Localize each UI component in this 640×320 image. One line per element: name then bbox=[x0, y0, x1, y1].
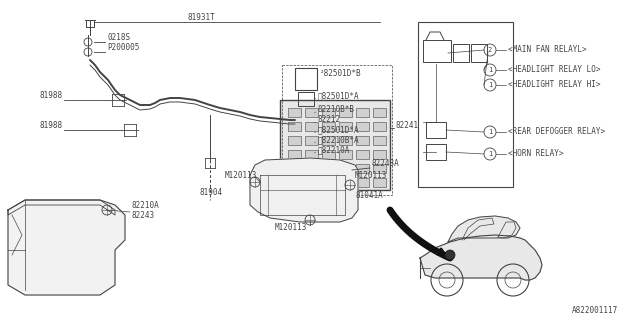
Bar bbox=[373, 150, 386, 159]
Bar bbox=[295, 68, 317, 90]
Bar bbox=[373, 122, 386, 131]
Text: 82243A: 82243A bbox=[372, 159, 400, 168]
Bar bbox=[288, 136, 301, 145]
Text: 2: 2 bbox=[488, 47, 492, 53]
Text: <HEADLIGHT RELAY HI>: <HEADLIGHT RELAY HI> bbox=[508, 80, 600, 89]
Text: ①82501D*A: ①82501D*A bbox=[318, 91, 360, 100]
Bar bbox=[373, 164, 386, 173]
Text: P200005: P200005 bbox=[107, 43, 140, 52]
Bar bbox=[423, 40, 451, 62]
Bar bbox=[373, 136, 386, 145]
Bar bbox=[356, 136, 369, 145]
Text: 1: 1 bbox=[488, 82, 492, 88]
Bar bbox=[305, 136, 318, 145]
Bar bbox=[288, 178, 301, 187]
Text: M120113: M120113 bbox=[275, 223, 307, 232]
Bar bbox=[339, 178, 352, 187]
Text: 1: 1 bbox=[488, 129, 492, 135]
Text: 82241: 82241 bbox=[395, 121, 418, 130]
Bar bbox=[356, 178, 369, 187]
Text: 82210A: 82210A bbox=[132, 201, 160, 210]
Bar bbox=[373, 178, 386, 187]
Text: 81041A: 81041A bbox=[355, 191, 383, 200]
Bar bbox=[282, 65, 392, 195]
Polygon shape bbox=[250, 158, 358, 222]
Text: <MAIN FAN RELAYL>: <MAIN FAN RELAYL> bbox=[508, 45, 587, 54]
Bar bbox=[426, 122, 446, 138]
Bar bbox=[373, 108, 386, 117]
Bar bbox=[305, 150, 318, 159]
Text: ²82501D*B: ²82501D*B bbox=[320, 69, 362, 78]
Bar bbox=[288, 164, 301, 173]
Text: ①82210B*A: ①82210B*A bbox=[318, 135, 360, 144]
Bar bbox=[288, 122, 301, 131]
Bar bbox=[356, 150, 369, 159]
Bar bbox=[322, 108, 335, 117]
Bar bbox=[356, 122, 369, 131]
Bar bbox=[288, 108, 301, 117]
Polygon shape bbox=[8, 200, 125, 295]
Polygon shape bbox=[448, 216, 520, 242]
Bar bbox=[339, 136, 352, 145]
Bar bbox=[471, 44, 487, 62]
Text: 82243: 82243 bbox=[132, 211, 155, 220]
Bar bbox=[322, 136, 335, 145]
Bar bbox=[356, 164, 369, 173]
Text: M120113: M120113 bbox=[225, 171, 257, 180]
Bar bbox=[305, 122, 318, 131]
Bar bbox=[322, 150, 335, 159]
Text: <HORN RELAY>: <HORN RELAY> bbox=[508, 149, 563, 158]
Bar bbox=[305, 164, 318, 173]
Bar bbox=[339, 108, 352, 117]
Text: 1: 1 bbox=[488, 67, 492, 73]
Bar bbox=[453, 44, 469, 62]
Text: 81931T: 81931T bbox=[187, 13, 215, 22]
Bar bbox=[322, 122, 335, 131]
Text: A822001117: A822001117 bbox=[572, 306, 618, 315]
Text: 81988: 81988 bbox=[40, 91, 63, 100]
Bar bbox=[339, 164, 352, 173]
Polygon shape bbox=[420, 235, 542, 280]
Text: ①82501D*A: ①82501D*A bbox=[318, 125, 360, 134]
Bar bbox=[288, 150, 301, 159]
Bar bbox=[356, 108, 369, 117]
Text: 1: 1 bbox=[488, 151, 492, 157]
Text: <HEADLIGHT RELAY LO>: <HEADLIGHT RELAY LO> bbox=[508, 65, 600, 74]
Circle shape bbox=[445, 250, 455, 260]
Text: ①82210A: ①82210A bbox=[318, 145, 350, 154]
Bar bbox=[322, 164, 335, 173]
Text: 0218S: 0218S bbox=[107, 33, 130, 42]
Bar bbox=[305, 108, 318, 117]
Text: 82212: 82212 bbox=[318, 115, 341, 124]
Bar bbox=[298, 92, 314, 106]
Bar bbox=[305, 178, 318, 187]
Text: 82210B*B: 82210B*B bbox=[318, 105, 355, 114]
Bar bbox=[339, 122, 352, 131]
Bar bbox=[426, 144, 446, 160]
Bar bbox=[280, 100, 390, 190]
Text: 81904: 81904 bbox=[200, 188, 223, 197]
Text: <REAR DEFOGGER RELAY>: <REAR DEFOGGER RELAY> bbox=[508, 127, 605, 136]
Bar bbox=[339, 150, 352, 159]
Bar bbox=[322, 178, 335, 187]
Text: 81988: 81988 bbox=[40, 121, 63, 130]
Bar bbox=[418, 22, 513, 187]
Text: M120113: M120113 bbox=[355, 171, 387, 180]
